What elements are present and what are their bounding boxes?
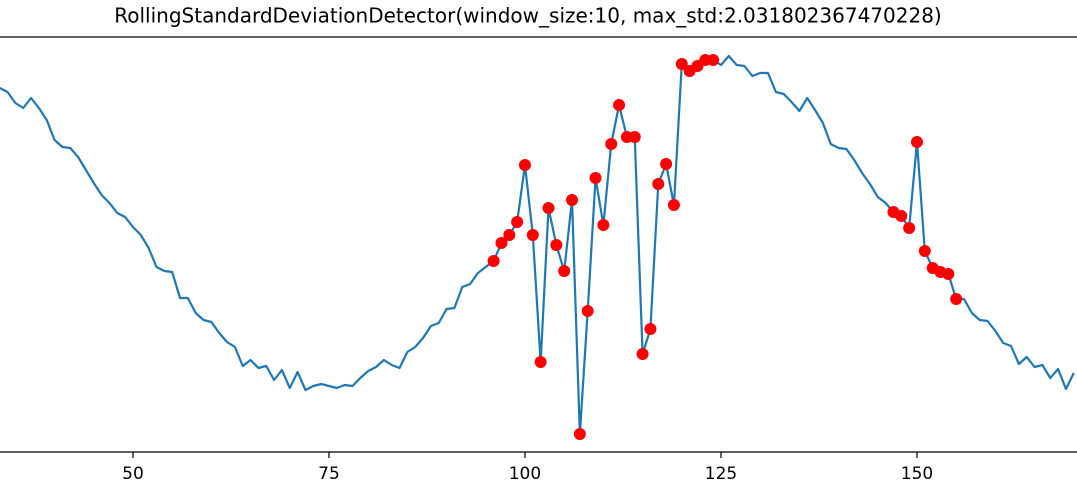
anomaly-point bbox=[487, 255, 500, 267]
anomaly-point bbox=[707, 54, 720, 66]
anomaly-point bbox=[628, 131, 641, 143]
x-tick-label: 50 bbox=[122, 464, 144, 484]
anomaly-point bbox=[581, 305, 594, 317]
anomaly-point bbox=[589, 172, 602, 184]
anomaly-point bbox=[895, 210, 908, 222]
x-tick-label: 150 bbox=[901, 464, 933, 484]
anomaly-point bbox=[644, 323, 657, 335]
anomaly-point bbox=[503, 229, 516, 241]
x-tick-label: 100 bbox=[509, 464, 541, 484]
data-line bbox=[0, 54, 1075, 436]
anomaly-point bbox=[675, 58, 688, 70]
anomaly-point bbox=[511, 216, 524, 228]
anomaly-point bbox=[518, 159, 531, 171]
x-tick-label: 75 bbox=[318, 464, 340, 484]
anomaly-point bbox=[550, 239, 563, 251]
anomaly-point bbox=[636, 348, 649, 360]
anomaly-point bbox=[910, 136, 923, 148]
anomaly-point bbox=[918, 245, 931, 257]
anomaly-point bbox=[942, 268, 955, 280]
anomaly-point bbox=[597, 219, 610, 231]
chart-title: RollingStandardDeviationDetector(window_… bbox=[114, 4, 941, 28]
anomaly-point bbox=[652, 178, 665, 190]
anomaly-point bbox=[558, 265, 571, 277]
anomaly-point bbox=[950, 293, 963, 305]
anomaly-point bbox=[605, 138, 618, 150]
anomaly-point bbox=[903, 222, 916, 234]
anomaly-point bbox=[534, 356, 547, 368]
anomaly-point bbox=[613, 99, 626, 111]
anomaly-point bbox=[542, 202, 555, 214]
anomaly-point bbox=[660, 158, 673, 170]
anomaly-point bbox=[526, 229, 539, 241]
x-tick-label: 125 bbox=[705, 464, 737, 484]
anomaly-point bbox=[495, 237, 508, 249]
anomaly-point bbox=[667, 199, 680, 211]
anomaly-point bbox=[566, 194, 579, 206]
anomaly-point bbox=[573, 428, 586, 440]
